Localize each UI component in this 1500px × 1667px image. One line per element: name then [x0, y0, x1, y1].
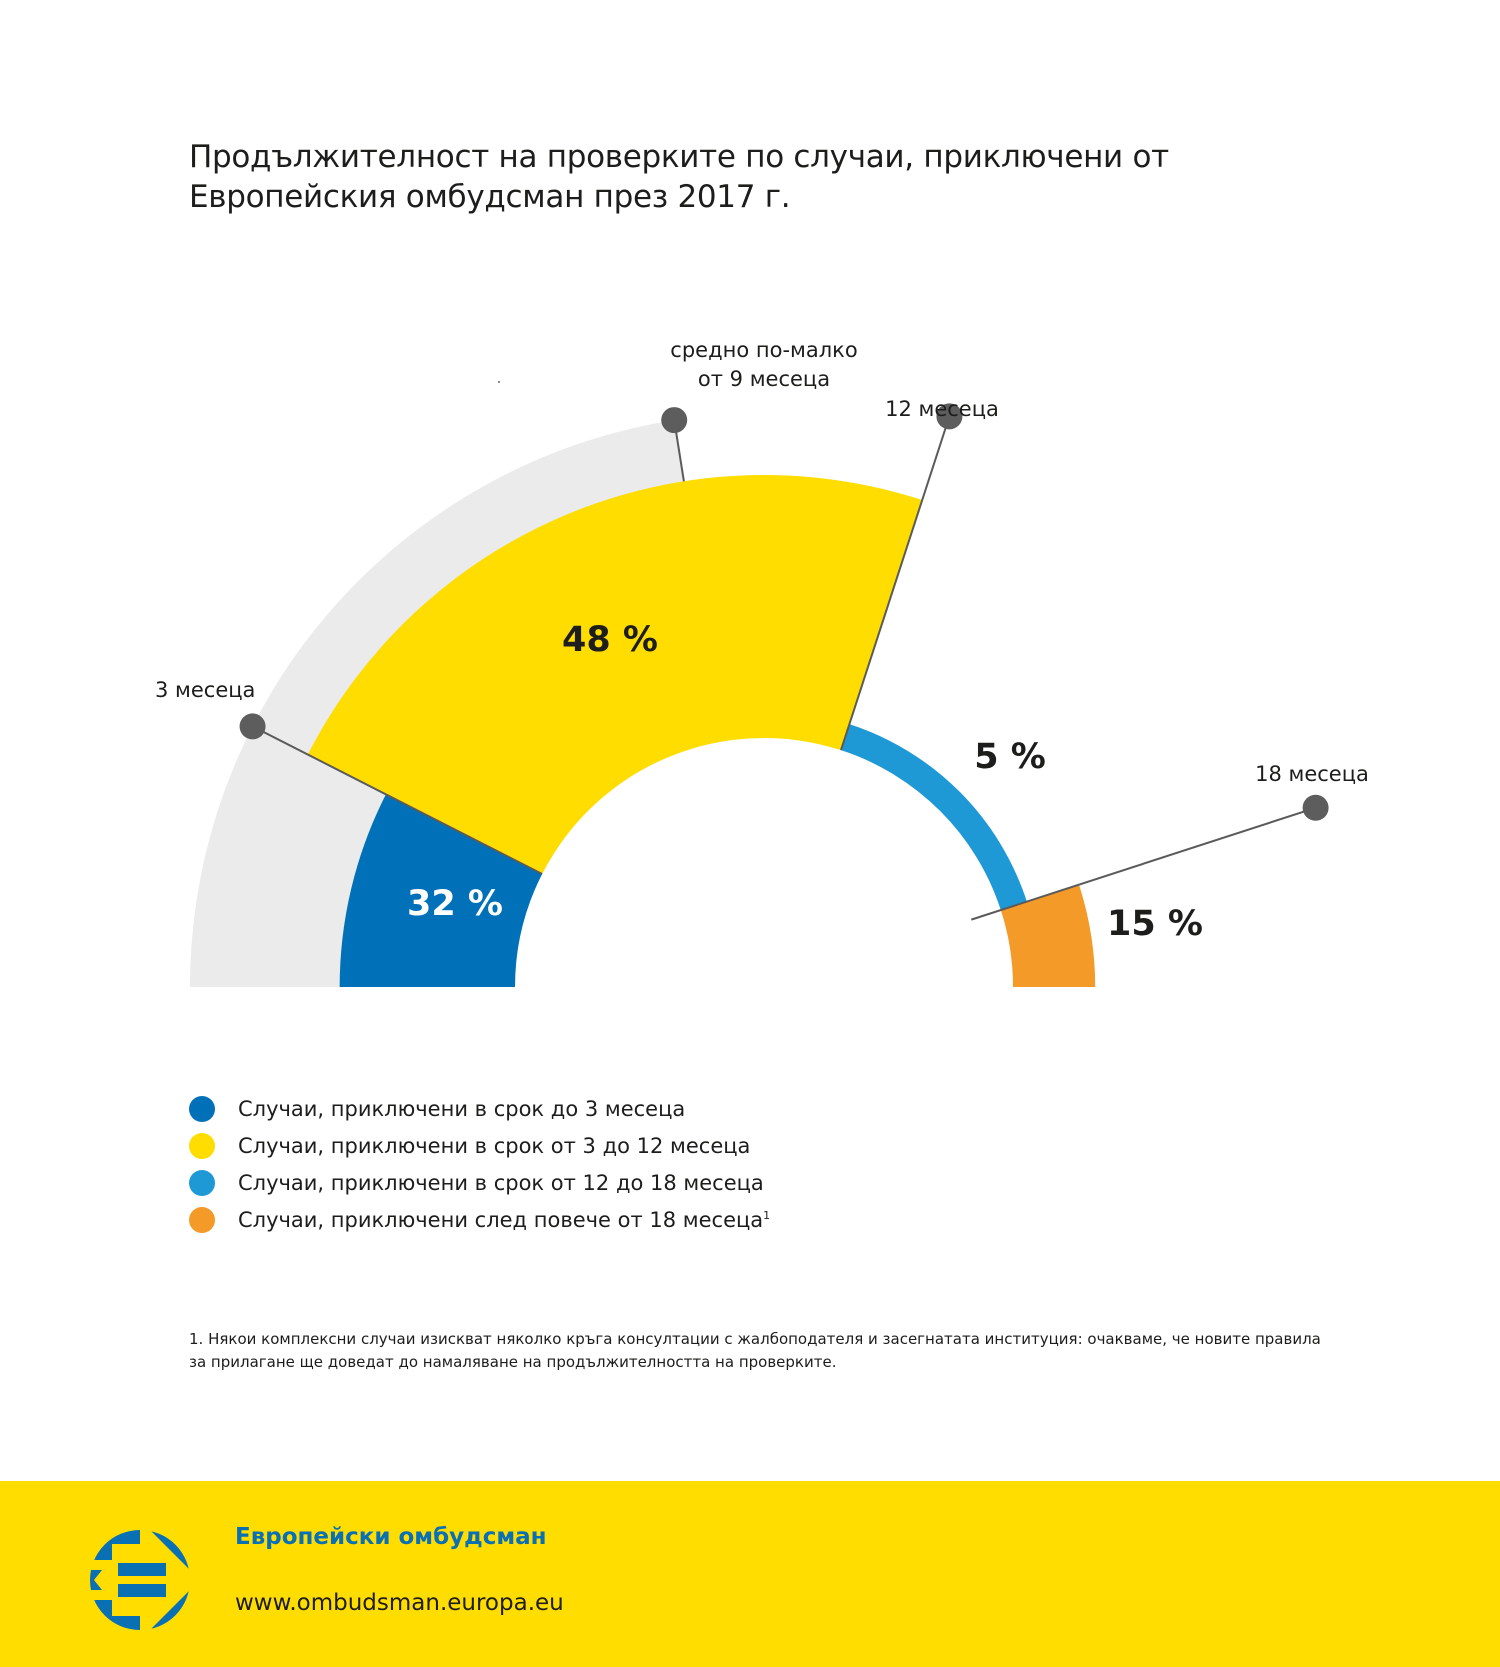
half-donut-chart: 32 % 48 % 5 % 15 % 3 месеца средно по-малко от…: [155, 338, 1369, 987]
marker-label: от 9 месеца: [698, 367, 830, 391]
legend-label: Случаи, приключени в срок от 3 до 12 мес…: [238, 1133, 751, 1158]
marker-dot: [661, 407, 688, 434]
legend-item: Случаи, приключени в срок от 3 до 12 мес…: [189, 1127, 770, 1164]
segment-2: [307, 475, 923, 874]
legend-item: Случаи, приключени в срок до 3 месеца: [189, 1090, 770, 1127]
legend-swatch: [189, 1095, 215, 1122]
segment-1: [339, 794, 543, 987]
legend-swatch: [189, 1206, 215, 1233]
legend-label: Случаи, приключени след повече от 18 мес…: [238, 1207, 764, 1232]
marker-label: 3 месеца: [155, 678, 255, 702]
chart-title: Продължителност на проверките по случаи,…: [189, 139, 1169, 215]
footer: Европейски омбудсман www.ombudsman.europ…: [0, 1481, 1500, 1667]
footnote-marker: 1: [763, 1209, 771, 1222]
legend: Случаи, приключени в срок до 3 месеца Сл…: [189, 1090, 770, 1238]
marker-line: [971, 806, 1316, 921]
marker-label: средно по-малко: [670, 338, 857, 362]
legend-swatch: [189, 1132, 215, 1159]
website-link[interactable]: www.ombudsman.europa.eu: [235, 1590, 564, 1616]
segment-4: [1000, 884, 1096, 987]
european-ombudsman-logo-icon: [90, 1530, 190, 1630]
marker-dot: [936, 403, 963, 430]
organization-name: Европейски омбудсман: [235, 1524, 547, 1550]
legend-swatch: [189, 1169, 215, 1196]
footnote: 1. Някои комплексни случаи изискват няко…: [189, 1330, 1321, 1371]
legend-item: Случаи, приключени в срок от 12 до 18 ме…: [189, 1164, 770, 1201]
data-label: 15 %: [1107, 904, 1203, 944]
segment-3: [840, 724, 1027, 911]
data-label: 5 %: [974, 737, 1046, 777]
marker-dot: [1302, 794, 1329, 821]
data-label: 32 %: [407, 884, 503, 924]
legend-label: Случаи, приключени в срок от 12 до 18 ме…: [238, 1170, 764, 1195]
marker-label: 18 месеца: [1255, 762, 1369, 786]
marker-line: [839, 416, 951, 751]
stray-dot: [498, 381, 500, 383]
marker-line: [252, 725, 543, 875]
marker-dot: [239, 713, 266, 740]
marker-label: 12 месеца: [885, 397, 999, 421]
legend-label: Случаи, приключени в срок до 3 месеца: [238, 1096, 686, 1121]
data-label: 48 %: [562, 620, 658, 660]
legend-item: Случаи, приключени след повече от 18 мес…: [189, 1201, 770, 1238]
